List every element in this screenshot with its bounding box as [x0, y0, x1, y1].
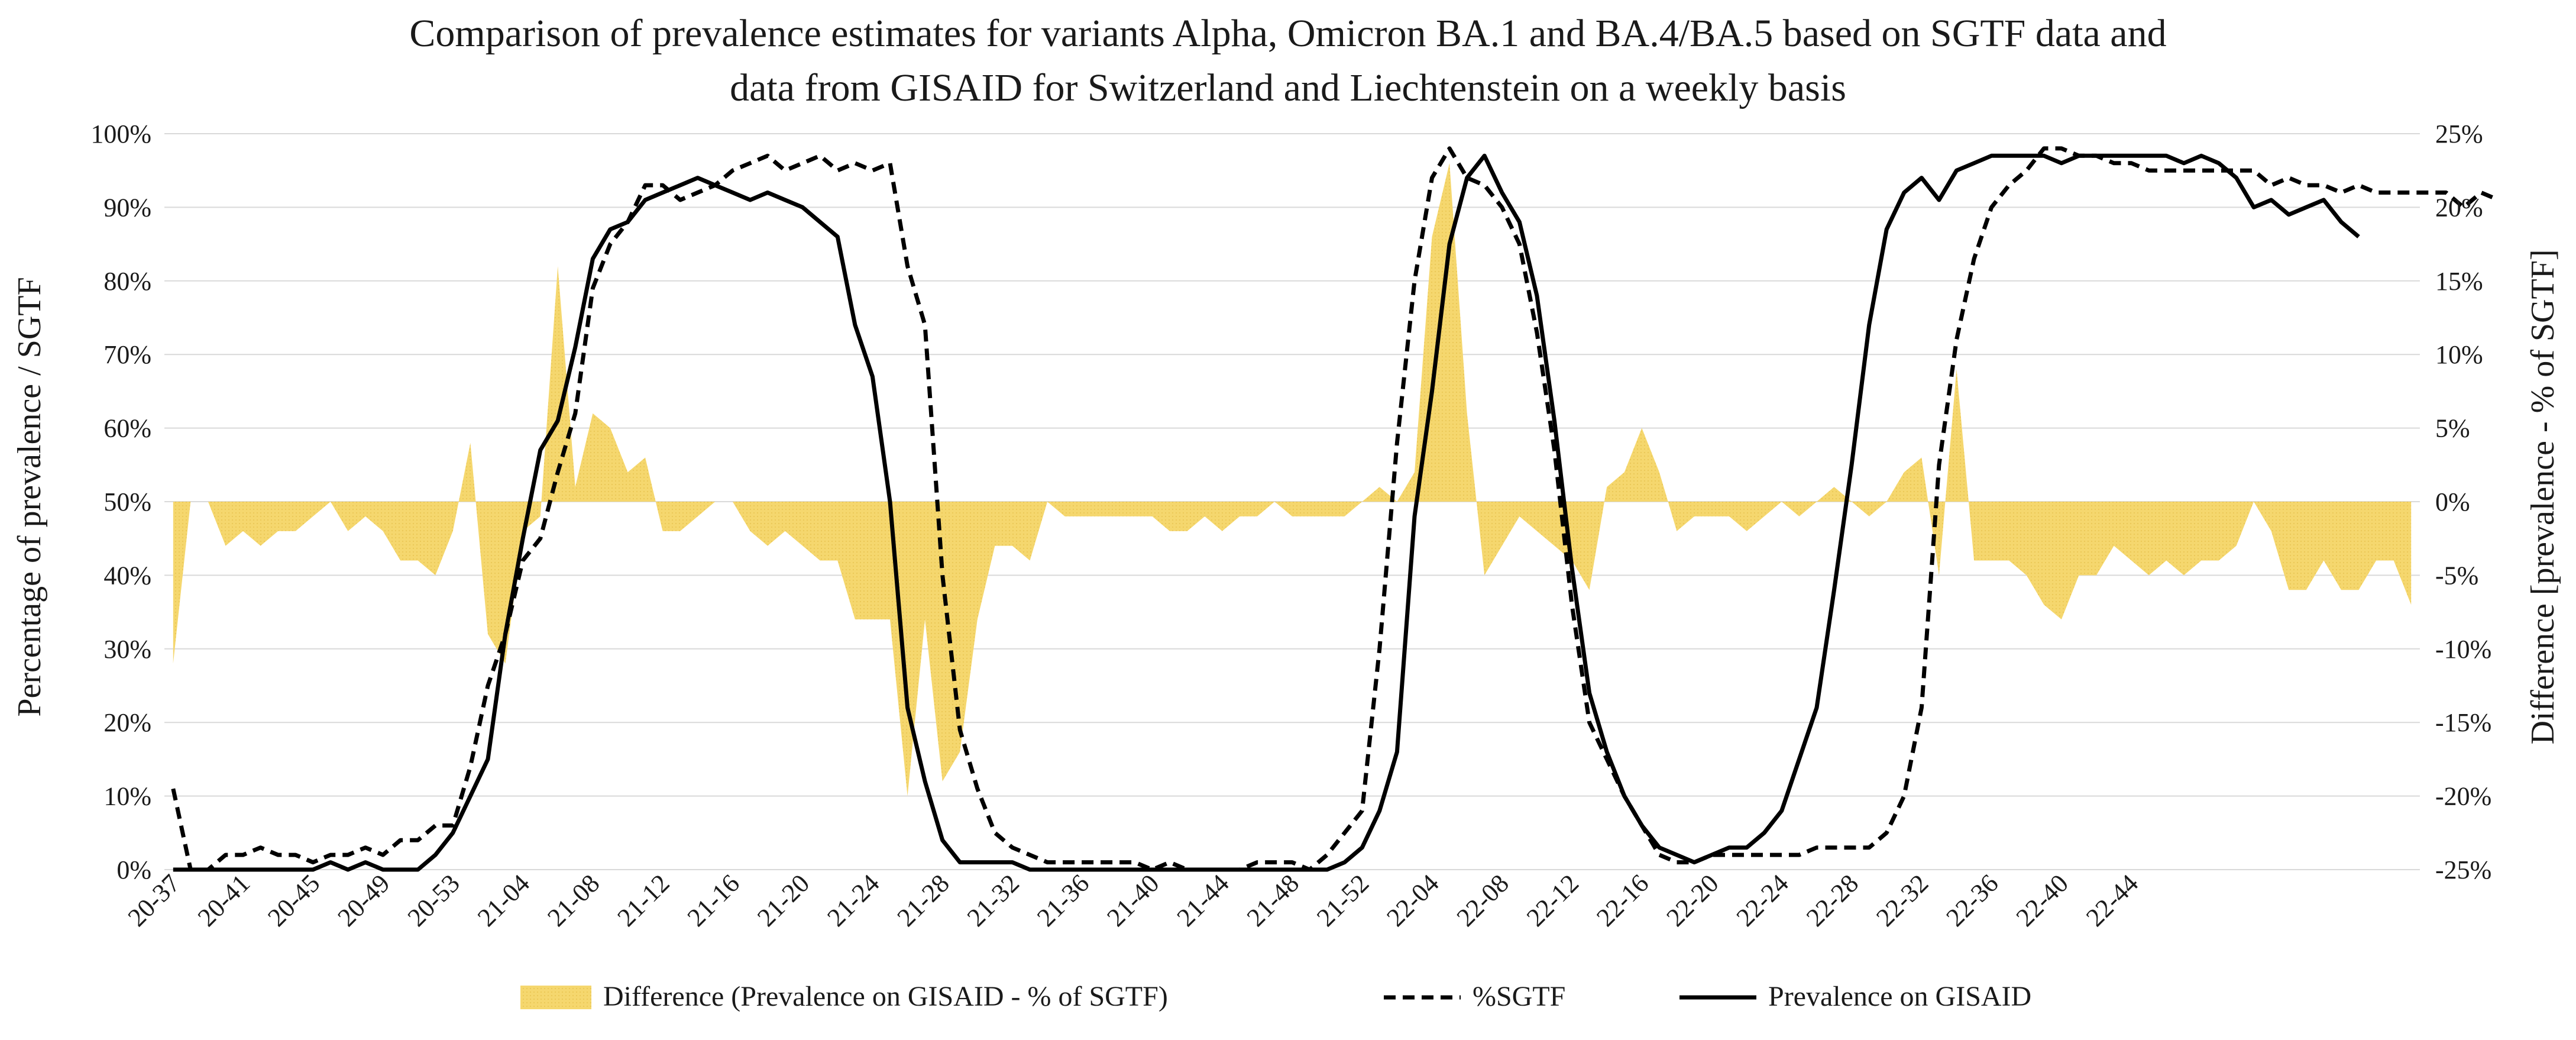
x-tick-label: 21-48: [1241, 868, 1305, 932]
x-tick-label: 21-52: [1311, 868, 1374, 932]
y-left-tick-label: 100%: [90, 119, 151, 148]
legend: Difference (Prevalence on GISAID - % of …: [520, 981, 2031, 1012]
y-right-tick-label: -15%: [2435, 708, 2491, 737]
y-right-tick-label: -25%: [2435, 855, 2491, 884]
x-tick-label: 22-36: [1940, 868, 2004, 932]
y-left-tick-label: 60%: [103, 414, 151, 443]
x-tick-label: 20-49: [332, 868, 395, 932]
gisaid-prevalence-line: [173, 153, 2360, 872]
x-tick-label: 20-53: [402, 868, 465, 932]
x-tick-label: 21-20: [752, 868, 815, 932]
y-left-tick-label: 70%: [103, 340, 151, 369]
x-tick-label: 20-41: [192, 868, 255, 932]
x-tick-label: 21-36: [1031, 868, 1095, 932]
x-tick-label: 21-40: [1101, 868, 1164, 932]
y-left-tick-label: 50%: [103, 487, 151, 516]
x-tick-label: 21-44: [1172, 868, 1235, 932]
x-tick-label: 21-04: [472, 868, 535, 932]
y-right-tick-label: 0%: [2435, 487, 2470, 516]
x-tick-label: 22-32: [1870, 868, 1934, 932]
sgtf-line: [171, 146, 2500, 872]
y-right-tick-label: -5%: [2435, 561, 2478, 590]
x-tick-label: 22-12: [1521, 868, 1584, 932]
y-axis-left: 0% 10% 20% 30% 40% 50% 60% 70% 80% 90% 100%: [90, 119, 151, 884]
series-lines: [171, 146, 2500, 872]
y-right-tick-label: 20%: [2435, 193, 2483, 222]
x-tick-label: 21-32: [962, 868, 1025, 932]
y-left-tick-label: 0%: [116, 855, 151, 884]
y-left-tick-label: 10%: [103, 782, 151, 811]
x-tick-label: 22-16: [1591, 868, 1654, 932]
x-tick-label: 21-28: [892, 868, 955, 932]
x-tick-label: 21-08: [542, 868, 605, 932]
chart-title-line-1: Comparison of prevalence estimates for v…: [409, 12, 2166, 55]
y-left-tick-label: 30%: [103, 635, 151, 664]
x-tick-label: 22-24: [1731, 868, 1794, 932]
legend-swatch-difference: [520, 986, 591, 1009]
y-axis-left-title: Percentage of prevalence / SGTF: [11, 277, 48, 716]
x-tick-label: 22-44: [2080, 868, 2144, 932]
y-right-tick-label: 10%: [2435, 340, 2483, 369]
x-tick-label: 22-08: [1451, 868, 1514, 932]
x-tick-label: 22-40: [2011, 868, 2074, 932]
x-tick-label: 22-28: [1801, 868, 1864, 932]
chart-title-line-2: data from GISAID for Switzerland and Lie…: [730, 66, 1846, 109]
y-right-tick-label: -10%: [2435, 635, 2491, 664]
x-tick-label: 21-16: [682, 868, 745, 932]
y-axis-right-title: Difference [prevalence - % of SGTF]: [2525, 249, 2561, 744]
legend-label-difference: Difference (Prevalence on GISAID - % of …: [603, 981, 1168, 1012]
x-tick-label: 22-20: [1661, 868, 1724, 932]
y-left-tick-label: 90%: [103, 193, 151, 222]
y-left-tick-label: 40%: [103, 561, 151, 590]
x-tick-label: 21-12: [611, 868, 675, 932]
difference-area-path: [173, 163, 2412, 796]
y-right-tick-label: 15%: [2435, 267, 2483, 296]
difference-area: [173, 163, 2412, 796]
y-right-tick-label: 25%: [2435, 119, 2483, 148]
y-left-tick-label: 20%: [103, 708, 151, 737]
x-tick-label: 22-04: [1381, 868, 1444, 932]
x-tick-label: 21-24: [821, 868, 885, 932]
y-axis-right: -25% -20% -15% -10% -5% 0% 5% 10% 15% 20% 25%: [2435, 119, 2491, 884]
legend-label-sgtf: %SGTF: [1473, 981, 1565, 1012]
legend-label-gisaid: Prevalence on GISAID: [1768, 981, 2031, 1012]
y-left-tick-label: 80%: [103, 267, 151, 296]
chart-title: Comparison of prevalence estimates for v…: [409, 12, 2166, 109]
x-tick-label: 20-45: [262, 868, 325, 932]
y-right-tick-label: 5%: [2435, 414, 2470, 443]
x-axis: 20-37 20-41 20-45 20-49 20-53 21-04 21-08 21-12…: [122, 868, 2144, 932]
y-right-tick-label: -20%: [2435, 782, 2491, 811]
